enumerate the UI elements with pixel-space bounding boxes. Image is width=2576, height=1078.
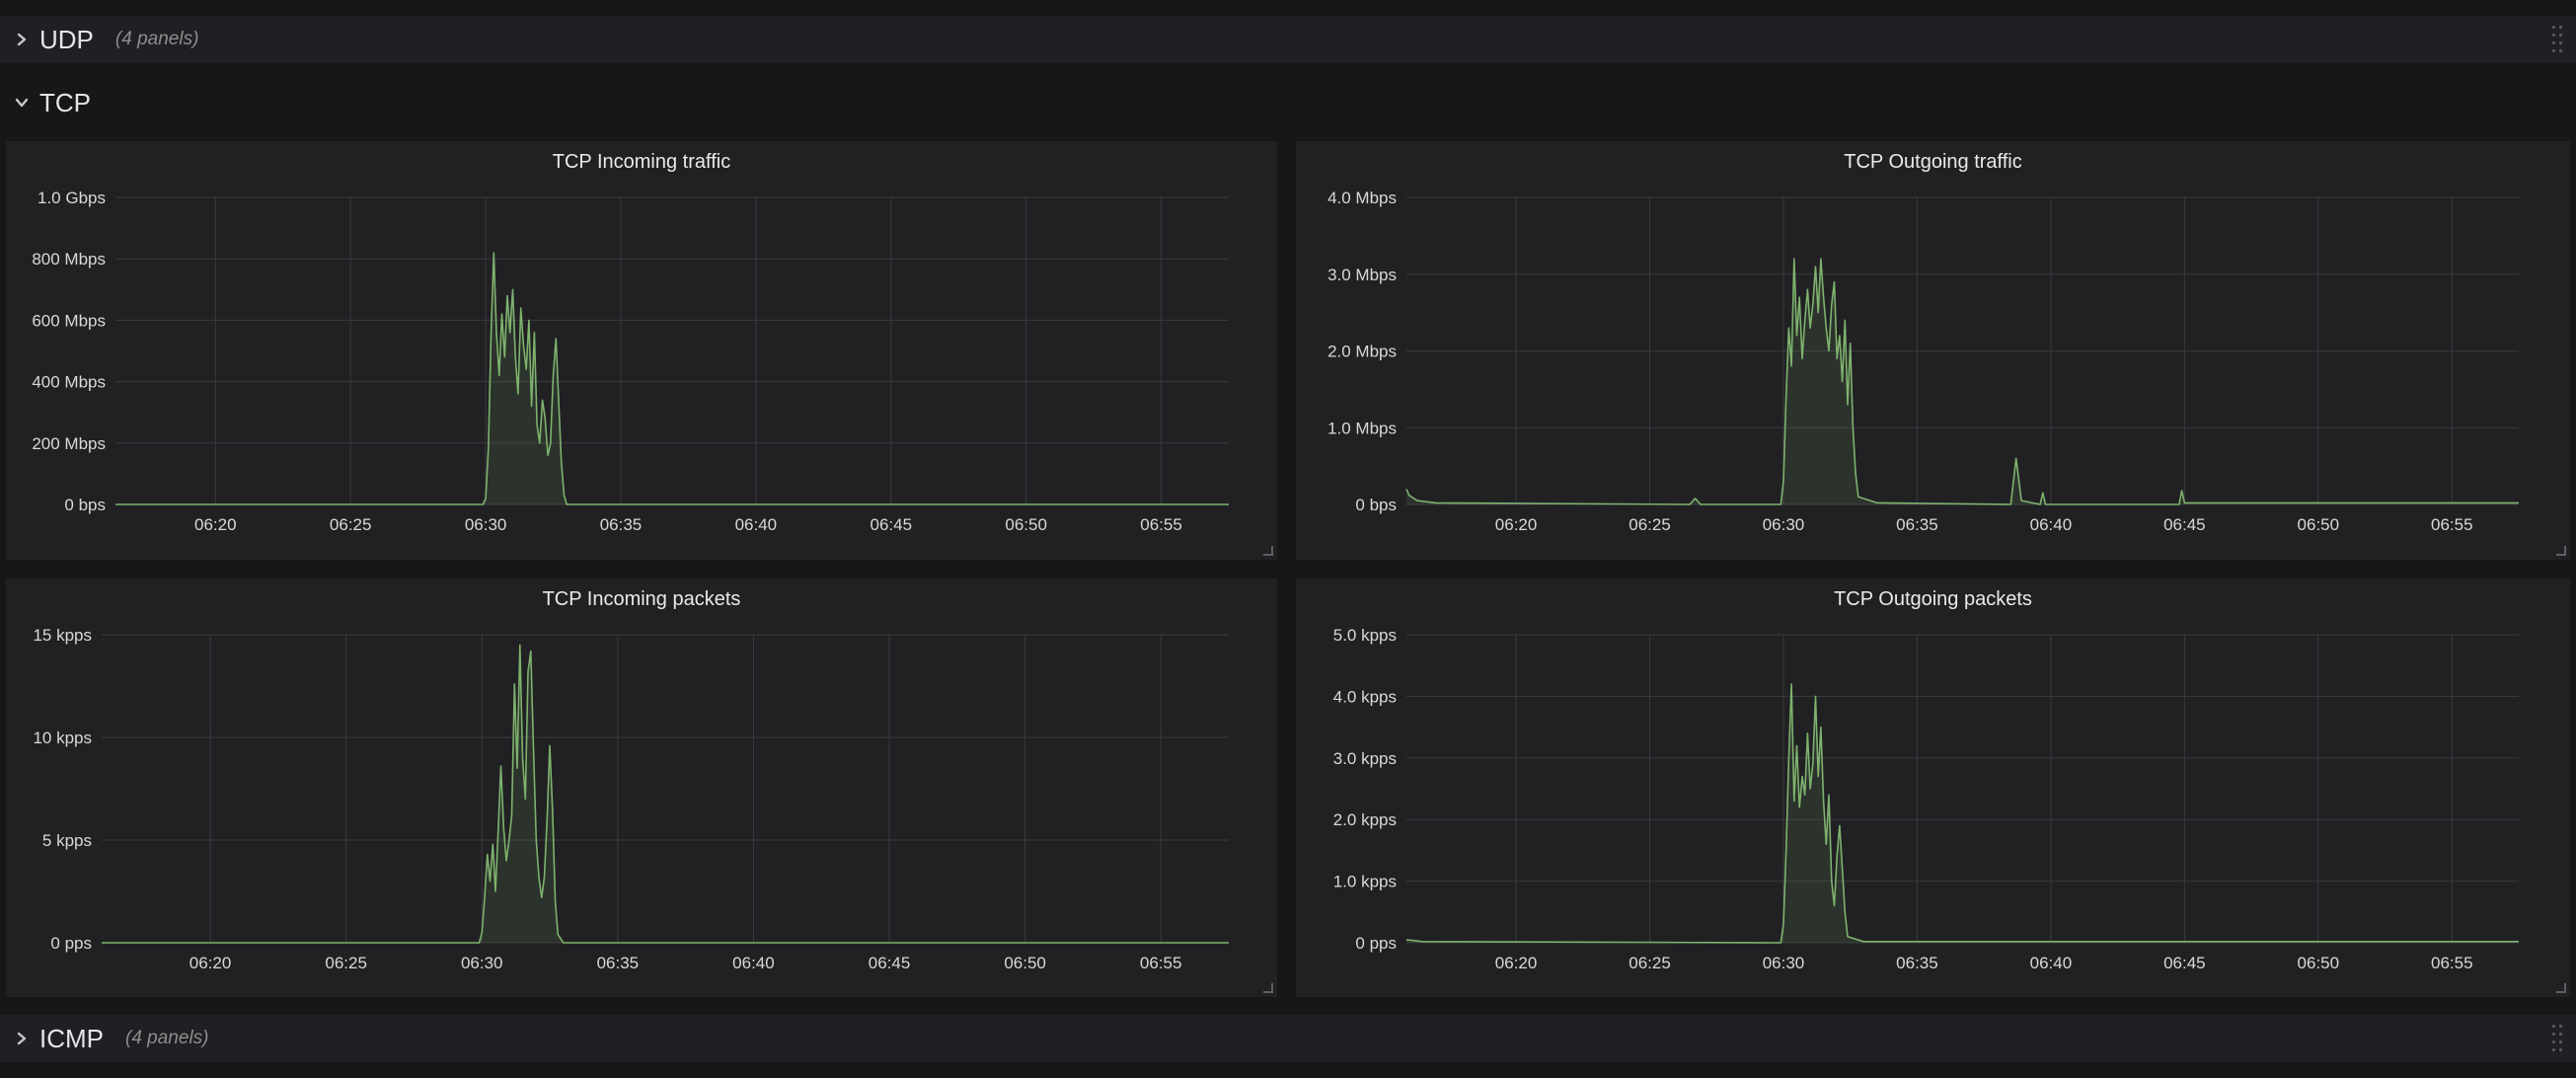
chevron-right-icon[interactable] bbox=[14, 32, 30, 47]
y-tick-label: 3.0 kpps bbox=[1333, 749, 1397, 768]
y-tick-label: 600 Mbps bbox=[32, 311, 106, 330]
x-tick-label: 06:45 bbox=[2163, 954, 2206, 972]
y-tick-label: 200 Mbps bbox=[32, 434, 106, 453]
series-line[interactable] bbox=[1405, 258, 2519, 505]
panel-tcp-outgoing-traffic: TCP Outgoing traffic 0 bps 1.0 Mbps 2.0 Mb… bbox=[1296, 141, 2570, 560]
x-tick-label: 06:20 bbox=[194, 515, 237, 534]
panel-tcp-outgoing-packets: TCP Outgoing packets 0 pps 1.0 kpps 2.0 kp… bbox=[1296, 578, 2570, 997]
x-tick-label: 06:30 bbox=[461, 954, 503, 972]
y-tick-label: 15 kpps bbox=[33, 626, 92, 645]
y-tick-label: 5 kpps bbox=[42, 831, 92, 850]
series-area bbox=[1406, 259, 2519, 504]
series-line[interactable] bbox=[102, 644, 1229, 944]
x-tick-label: 06:35 bbox=[1896, 954, 1938, 972]
x-tick-label: 06:50 bbox=[2298, 954, 2340, 972]
x-tick-label: 06:40 bbox=[732, 954, 775, 972]
y-tick-label: 5.0 kpps bbox=[1333, 626, 1397, 645]
row-title-icmp[interactable]: ICMP bbox=[39, 1023, 104, 1053]
y-tick-label: 2.0 Mbps bbox=[1327, 343, 1397, 361]
resize-handle-icon[interactable] bbox=[2556, 546, 2566, 556]
x-tick-label: 06:35 bbox=[597, 954, 640, 972]
chevron-right-icon[interactable] bbox=[14, 1031, 30, 1046]
panel-tcp-incoming-traffic: TCP Incoming traffic 0 bps 200 Mbps 400 Mb… bbox=[6, 141, 1277, 560]
x-tick-label: 06:50 bbox=[1004, 954, 1046, 972]
x-tick-label: 06:20 bbox=[1495, 954, 1538, 972]
series-area bbox=[1406, 683, 2519, 943]
x-tick-label: 06:40 bbox=[2030, 954, 2073, 972]
x-tick-label: 06:25 bbox=[1629, 954, 1671, 972]
x-tick-label: 06:40 bbox=[2030, 515, 2073, 534]
x-tick-label: 06:20 bbox=[1495, 515, 1538, 534]
x-tick-label: 06:40 bbox=[735, 515, 778, 534]
series-line[interactable] bbox=[115, 252, 1229, 505]
chart-tcp-outgoing-packets[interactable]: 0 pps 1.0 kpps 2.0 kpps 3.0 kpps 4.0 kpps 5.0… bbox=[1296, 578, 2570, 997]
x-tick-label: 06:55 bbox=[1140, 954, 1182, 972]
row-title-tcp[interactable]: TCP bbox=[39, 87, 91, 117]
x-tick-label: 06:45 bbox=[869, 954, 911, 972]
panel-title[interactable]: TCP Incoming traffic bbox=[552, 151, 731, 173]
y-tick-label: 4.0 Mbps bbox=[1327, 189, 1397, 207]
x-tick-label: 06:25 bbox=[1629, 515, 1671, 534]
y-tick-label: 400 Mbps bbox=[32, 373, 106, 392]
x-tick-label: 06:35 bbox=[600, 515, 643, 534]
x-tick-label: 06:25 bbox=[325, 954, 367, 972]
x-tick-label: 06:45 bbox=[870, 515, 912, 534]
series-area bbox=[115, 253, 1229, 504]
y-tick-label: 2.0 kpps bbox=[1333, 810, 1397, 829]
panel-title[interactable]: TCP Outgoing traffic bbox=[1844, 151, 2022, 173]
resize-handle-icon[interactable] bbox=[2556, 983, 2566, 993]
x-tick-label: 06:25 bbox=[330, 515, 372, 534]
panel-tcp-incoming-packets: TCP Incoming packets 0 pps 5 kpps 10 kpps 1… bbox=[6, 578, 1277, 997]
row-title-udp[interactable]: UDP bbox=[39, 24, 94, 54]
x-tick-label: 06:30 bbox=[1763, 954, 1805, 972]
x-tick-label: 06:35 bbox=[1896, 515, 1938, 534]
x-tick-label: 06:55 bbox=[1140, 515, 1182, 534]
panel-title[interactable]: TCP Outgoing packets bbox=[1834, 588, 2032, 610]
y-tick-label: 1.0 kpps bbox=[1333, 873, 1397, 891]
y-tick-label: 1.0 Mbps bbox=[1327, 419, 1397, 437]
panel-title[interactable]: TCP Incoming packets bbox=[542, 588, 741, 610]
x-tick-label: 06:55 bbox=[2431, 954, 2473, 972]
series-line[interactable] bbox=[1405, 683, 2519, 944]
row-panel-count-icmp: (4 panels) bbox=[125, 1028, 209, 1048]
y-tick-label: 3.0 Mbps bbox=[1327, 266, 1397, 284]
chevron-down-icon[interactable] bbox=[14, 95, 30, 111]
x-tick-label: 06:30 bbox=[465, 515, 507, 534]
y-tick-label: 800 Mbps bbox=[32, 250, 106, 269]
row-tcp[interactable]: TCP bbox=[0, 79, 2576, 126]
resize-handle-icon[interactable] bbox=[1263, 546, 1273, 556]
resize-handle-icon[interactable] bbox=[1263, 983, 1273, 993]
x-tick-label: 06:30 bbox=[1763, 515, 1805, 534]
x-tick-label: 06:50 bbox=[2298, 515, 2340, 534]
row-udp[interactable]: UDP (4 panels) bbox=[0, 16, 2576, 63]
x-tick-label: 06:55 bbox=[2431, 515, 2473, 534]
y-tick-label: 1.0 Gbps bbox=[38, 189, 106, 207]
chart-tcp-incoming-packets[interactable]: 0 pps 5 kpps 10 kpps 15 kpps 06:20 06:25 06:30… bbox=[6, 578, 1277, 997]
x-tick-label: 06:50 bbox=[1005, 515, 1047, 534]
row-icmp[interactable]: ICMP (4 panels) bbox=[0, 1015, 2576, 1062]
x-tick-label: 06:45 bbox=[2163, 515, 2206, 534]
y-tick-label: 0 bps bbox=[64, 496, 106, 514]
row-panel-count-udp: (4 panels) bbox=[114, 29, 199, 49]
y-tick-label: 10 kpps bbox=[33, 729, 92, 747]
y-tick-label: 0 pps bbox=[1355, 934, 1397, 953]
drag-handle-icon[interactable] bbox=[2552, 1023, 2564, 1054]
drag-handle-icon[interactable] bbox=[2552, 24, 2564, 55]
chart-tcp-incoming-traffic[interactable]: 0 bps 200 Mbps 400 Mbps 600 Mbps 800 Mbps 1.0… bbox=[6, 141, 1277, 560]
series-area bbox=[102, 645, 1229, 943]
chart-tcp-outgoing-traffic[interactable]: 0 bps 1.0 Mbps 2.0 Mbps 3.0 Mbps 4.0 Mbps 06:… bbox=[1296, 141, 2570, 560]
x-tick-label: 06:20 bbox=[189, 954, 232, 972]
y-tick-label: 0 bps bbox=[1355, 496, 1397, 514]
y-tick-label: 0 pps bbox=[50, 934, 92, 953]
y-tick-label: 4.0 kpps bbox=[1333, 687, 1397, 706]
